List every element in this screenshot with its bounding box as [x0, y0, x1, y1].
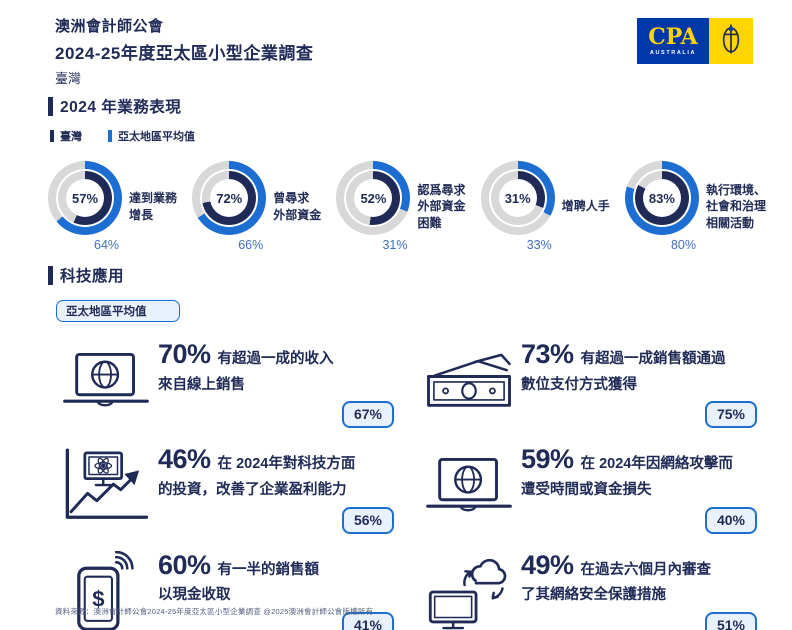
stat-digital-payments: 73% 有超過一成銷售額通過 數位支付方式獲得 75%: [417, 334, 766, 429]
donut-chart: 31%: [480, 161, 555, 235]
cpa-australia-logo: CPA AUSTRALIA: [637, 18, 753, 64]
taiwan-value: 72%: [216, 190, 243, 206]
technology-grid: 70% 有超過一成的收入 來自線上銷售 67%: [54, 334, 766, 630]
donut-chart: 57%: [48, 161, 122, 235]
stat-value: 49%: [521, 549, 574, 580]
donut-row: 57% 64% 達到業務 增長 72% 66% 曾尋求 外部資金: [48, 161, 766, 252]
donut-stat-esg-activities: 83% 80% 執行環境、 社會和治理 相關活動: [624, 161, 766, 252]
stat-description: 有超過一成的收入 來自線上銷售: [158, 351, 334, 393]
logo-blue-panel: CPA AUSTRALIA: [637, 18, 709, 64]
stat-description: 在 2024年因網絡攻擊而 遭受時間或資金損失: [521, 456, 733, 498]
legend-item-taiwan: 臺灣: [50, 128, 82, 144]
stat-label: 執行環境、 社會和治理 相關活動: [705, 183, 766, 230]
header: 澳洲會計師公會 2024-25年度亞太區小型企業調查 臺灣: [55, 15, 313, 87]
donut-stat-sought-external-funds: 72% 66% 曾尋求 外部資金: [192, 161, 321, 252]
apac-badge: 40%: [704, 506, 757, 534]
legend: 臺灣 亞太地區平均值: [50, 128, 766, 144]
stat-cash-sales: $ 60% 有一半的銷售額 以現金收取 41%: [54, 545, 403, 630]
technology-right-column: 73% 有超過一成銷售額通過 數位支付方式獲得 75%: [417, 334, 766, 630]
stat-value: 73%: [521, 339, 574, 369]
apac-badge: 56%: [341, 506, 394, 534]
source-note: 資料來源：澳洲會計師公會2024-25年度亞太區小型企業調查 @2025澳洲會計…: [55, 607, 374, 616]
logo-yellow-panel: [709, 18, 753, 64]
donut-stat-business-growth: 57% 64% 達到業務 增長: [48, 161, 177, 252]
apac-swatch-icon: [108, 130, 112, 142]
technology-section-title: 科技應用: [60, 268, 125, 285]
technology-section: 科技應用 亞太地區平均值: [48, 264, 766, 630]
org-name: 澳洲會計師公會: [55, 18, 164, 35]
apac-badge: 51%: [704, 611, 757, 630]
region-label: 臺灣: [55, 71, 82, 86]
apac-value: 33%: [526, 238, 552, 252]
growth-chart-monitor-icon: [54, 447, 158, 525]
stat-label: 認爲尋求 外部資金 困難: [417, 183, 466, 230]
svg-text:$: $: [92, 586, 104, 611]
legend-item-apac: 亞太地區平均值: [108, 128, 195, 144]
taiwan-value: 31%: [504, 190, 531, 206]
stat-description: 有超過一成銷售額通過 數位支付方式獲得: [521, 351, 726, 393]
page-title: 2024-25年度亞太區小型企業調查: [55, 44, 314, 63]
donut-chart: 72%: [192, 161, 267, 235]
logo-cpa-text: CPA: [648, 24, 698, 50]
legend-label: 臺灣: [60, 131, 82, 143]
apac-badge: 41%: [341, 611, 394, 630]
stat-cybersecurity-review: 49% 在過去六個月內審查 了其網絡安全保護措施 51%: [417, 545, 766, 630]
apac-value: 31%: [382, 238, 408, 252]
cpa-crest-icon: [720, 22, 742, 61]
stat-description: 有一半的銷售額 以現金收取: [158, 561, 320, 604]
section-bar: [48, 265, 53, 285]
donut-chart: 83%: [624, 161, 699, 235]
technology-left-column: 70% 有超過一成的收入 來自線上銷售 67%: [54, 334, 403, 630]
donut-stat-hired-staff: 31% 33% 增聘人手: [480, 161, 610, 252]
apac-badge: 75%: [704, 401, 757, 429]
taiwan-value: 57%: [71, 190, 99, 206]
taiwan-swatch-icon: [50, 130, 54, 142]
apac-value: 80%: [670, 238, 696, 252]
stat-value: 59%: [521, 444, 574, 475]
donut-chart: 52%: [336, 161, 411, 235]
performance-section-title: 2024 年業務表現: [60, 99, 182, 116]
performance-section: 2024 年業務表現 臺灣 亞太地區平均值 57%: [48, 95, 766, 252]
laptop-globe-icon: [417, 457, 521, 515]
taiwan-value: 83%: [648, 190, 675, 206]
apac-value: 66%: [238, 238, 264, 252]
stat-description: 在 2024年對科技方面 的投資，改善了企業盈利能力: [158, 456, 356, 498]
logo-australia-text: AUSTRALIA: [649, 50, 697, 56]
performance-section-header: 2024 年業務表現: [48, 95, 766, 117]
legend-label: 亞太地區平均值: [118, 131, 195, 143]
apac-average-pill: 亞太地區平均值: [56, 300, 180, 322]
donut-stat-funding-difficult: 52% 31% 認爲尋求 外部資金 困難: [336, 161, 465, 252]
stat-description: 在過去六個月內審查 了其網絡安全保護措施: [521, 561, 712, 604]
laptop-globe-icon: [54, 352, 158, 410]
stat-tech-investment: 46% 在 2024年對科技方面 的投資，改善了企業盈利能力 56%: [54, 439, 403, 534]
stat-label: 增聘人手: [561, 199, 610, 214]
stat-value: 46%: [158, 444, 211, 475]
apac-badge: 67%: [341, 401, 394, 429]
taiwan-value: 52%: [360, 190, 387, 206]
phone-cash-icon: $: [54, 550, 158, 630]
technology-section-header: 科技應用: [48, 264, 766, 286]
stat-cyber-attack-losses: 59% 在 2024年因網絡攻擊而 遭受時間或資金損失 40%: [417, 439, 766, 534]
section-bar: [48, 96, 53, 116]
stat-online-sales: 70% 有超過一成的收入 來自線上銷售 67%: [54, 334, 403, 429]
stat-value: 70%: [158, 339, 211, 369]
stat-label: 曾尋求 外部資金: [273, 191, 322, 222]
stat-label: 達到業務 增長: [129, 191, 178, 222]
banknotes-icon: [417, 352, 521, 410]
apac-value: 64%: [94, 238, 120, 252]
stat-value: 60%: [158, 549, 211, 580]
cloud-sync-monitor-icon: [417, 553, 521, 630]
